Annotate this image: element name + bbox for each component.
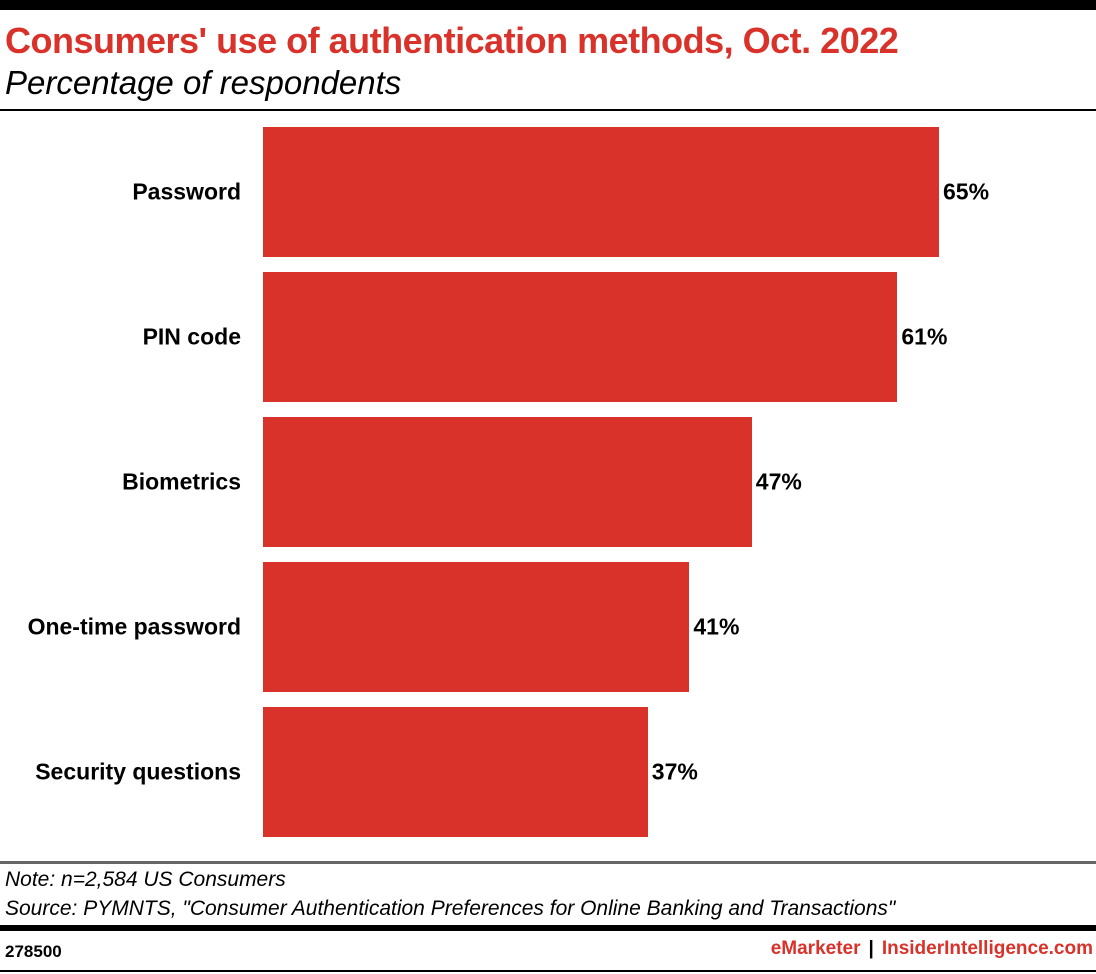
category-label: Security questions <box>35 758 241 785</box>
bar <box>263 707 648 837</box>
chart-subtitle: Percentage of respondents <box>5 64 402 101</box>
bar <box>263 562 690 692</box>
bar-chart: Password 65% PIN code 61% Biometrics 47% One-t… <box>0 111 1096 861</box>
chart-source: Source: PYMNTS, "Consumer Authentication… <box>5 897 896 920</box>
brand-insider-intelligence[interactable]: InsiderIntelligence.com <box>881 938 1093 959</box>
value-label: 37% <box>651 758 698 785</box>
brand-separator: | <box>868 938 874 959</box>
bar <box>263 272 898 402</box>
top-bar <box>0 0 1096 10</box>
header-divider <box>0 109 1096 111</box>
brand-emarketer[interactable]: eMarketer <box>770 938 861 959</box>
value-label: 41% <box>693 613 740 640</box>
chart-id: 278500 <box>5 942 62 961</box>
value-label: 61% <box>901 323 948 350</box>
category-label: PIN code <box>142 323 241 350</box>
bottom-divider <box>0 925 1096 931</box>
chart-note: Note: n=2,584 US Consumers <box>5 868 286 891</box>
value-label: 47% <box>755 468 802 495</box>
footer-divider <box>0 861 1096 864</box>
bar <box>263 127 939 257</box>
chart-title: Consumers' use of authentication methods… <box>5 20 899 61</box>
bottom-rule <box>0 970 1096 972</box>
bar <box>263 417 752 547</box>
value-label: 65% <box>943 178 990 205</box>
category-label: Password <box>132 178 241 205</box>
brand-credit: eMarketer | InsiderIntelligence.com <box>771 938 1093 960</box>
category-label: Biometrics <box>122 468 241 495</box>
category-label: One-time password <box>27 613 241 640</box>
